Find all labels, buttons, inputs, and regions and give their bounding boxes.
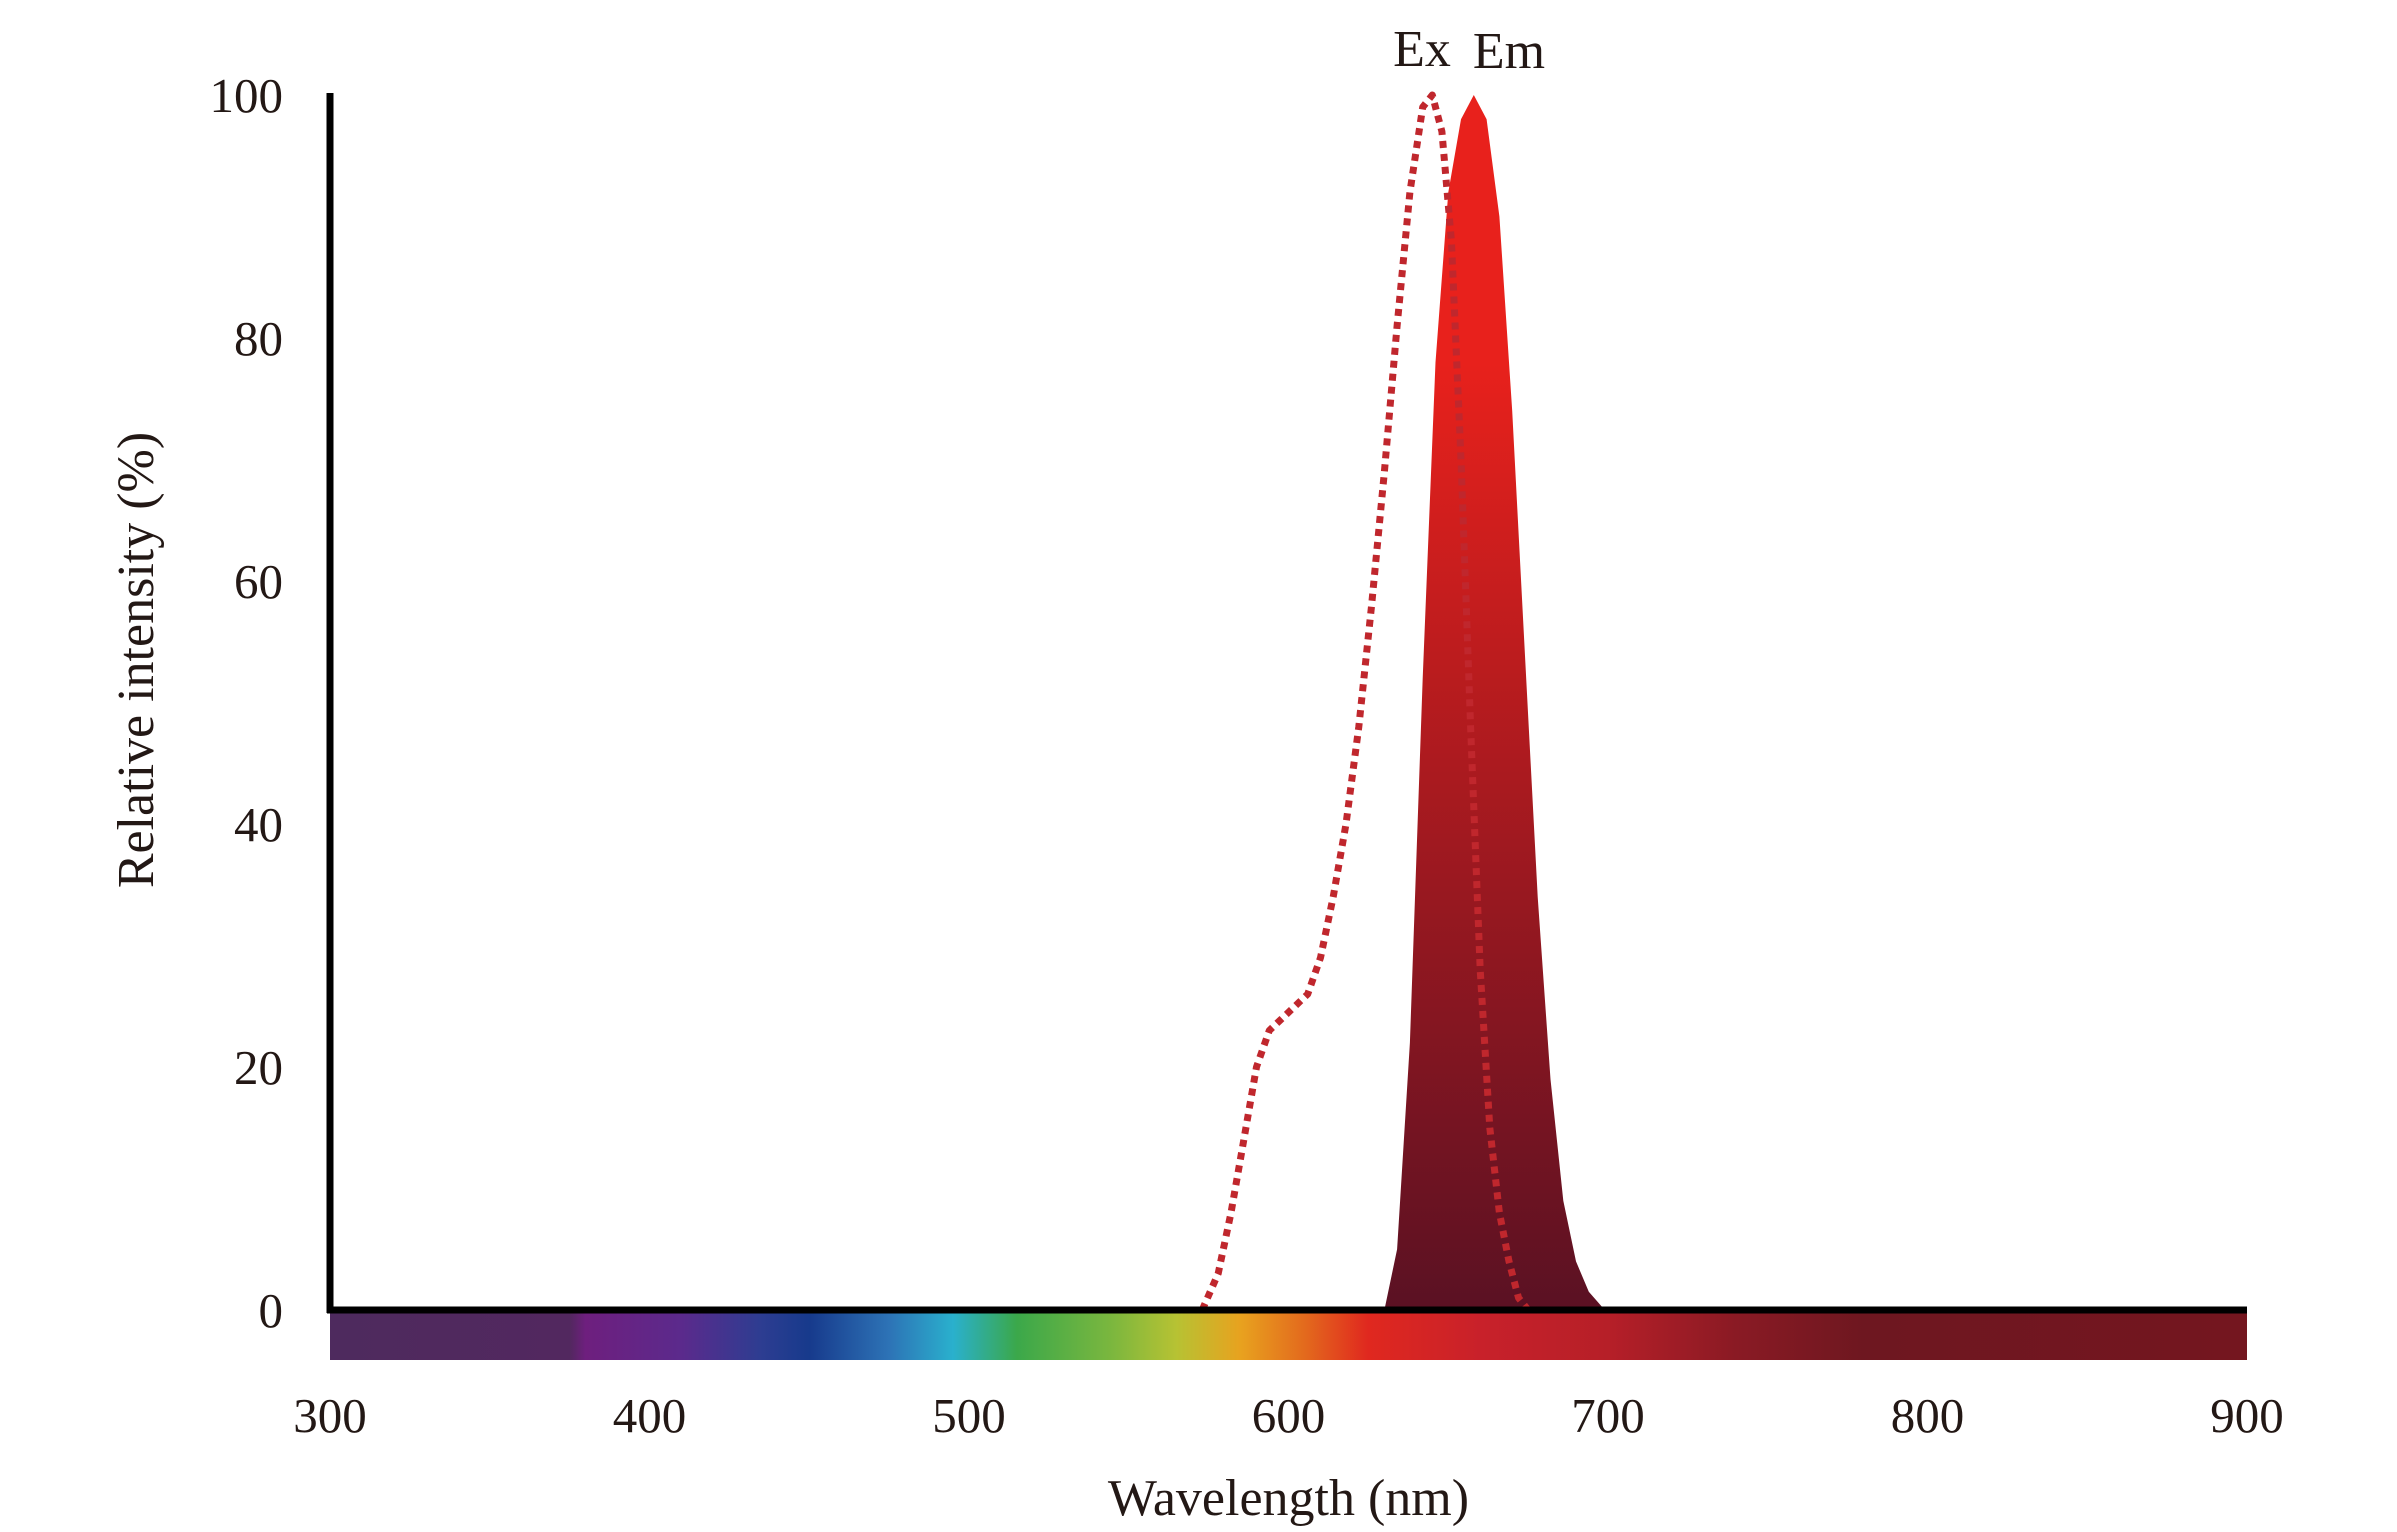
- y-axis-title: Relative intensity (%): [108, 432, 165, 888]
- spectrum-bar-layer: [330, 1310, 2247, 1360]
- ex-curve: [1198, 91, 1531, 1313]
- y-tick-label: 20: [234, 1040, 283, 1095]
- x-axis-title: Wavelength (nm): [1108, 1470, 1469, 1527]
- y-tick-label: 40: [234, 797, 283, 852]
- axes: [326, 93, 2247, 1314]
- x-tick-label: 900: [2210, 1388, 2284, 1443]
- spectrum-bar: [330, 1310, 2247, 1360]
- y-tick-label: 0: [259, 1283, 284, 1338]
- em-series-label: Em: [1473, 23, 1545, 80]
- x-tick-label: 400: [613, 1388, 687, 1443]
- x-tick-label: 800: [1891, 1388, 1965, 1443]
- x-tick-label: 300: [293, 1388, 367, 1443]
- ex-series-layer: [1198, 91, 1531, 1313]
- em-series-layer: [1384, 95, 1608, 1310]
- em-curve: [1384, 95, 1608, 1310]
- y-tick-labels: 0 20 40 60 80 100: [210, 68, 284, 1338]
- x-tick-label: 500: [932, 1388, 1006, 1443]
- ex-series-label: Ex: [1393, 21, 1451, 78]
- x-tick-label: 600: [1252, 1388, 1326, 1443]
- y-tick-label: 80: [234, 311, 283, 366]
- x-tick-label: 700: [1571, 1388, 1645, 1443]
- x-tick-labels: 300 400 500 600 700 800 900: [293, 1388, 2284, 1443]
- y-tick-label: 60: [234, 554, 283, 609]
- y-tick-label: 100: [210, 68, 284, 123]
